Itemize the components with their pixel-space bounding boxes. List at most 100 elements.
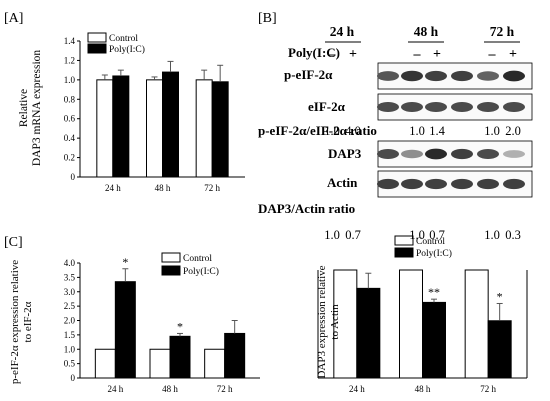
wb-sign-4: – [488,47,497,62]
wb-time-24h: 24 h [330,24,355,39]
c1-bar-s1-1 [169,335,191,379]
wb-time-48h: 48 h [414,24,439,39]
c0-y-axis-label: RelativeDAP3 mRNA expression [18,50,43,167]
c0-legend-swatch-1 [87,43,107,54]
c1-ytick-label-2: 1.0 [64,344,76,354]
chart-c1: * * 0 0.5 1.0 1.5 2.0 2.5 3.0 3.5 4.0 24 h 48 h 72 h p… [9,252,260,394]
wb-ratio2-value-0: 1.0 [324,228,340,242]
wb-bands-actin [377,178,525,190]
c2-legend-label-1: Poly(I:C) [416,248,452,259]
c1-ytick-label-1: 0.5 [64,359,76,369]
wb-band-row2-lane0 [377,149,399,159]
c2-xtick-label-2: 72 h [480,384,496,394]
wb-row-label-p-eif2a: p-eIF-2α [284,67,333,82]
wb-ratio2-value-4: 1.0 [484,228,500,242]
c0-ytick-label-2: 0.4 [64,133,76,143]
wb-sign-3: + [433,47,441,62]
wb-row-label-eif2a: eIF-2α [308,99,346,114]
c0-ytick-label-5: 1.0 [64,75,76,85]
c2-bar-s1-2 [487,320,512,379]
wb-band-row1-lane0 [377,102,399,112]
wb-band-row2-lane1 [401,149,423,159]
wb-band-row2-lane3 [451,148,473,160]
wb-ratio2-value-5: 0.3 [505,228,521,242]
panel-label-a: [A] [4,11,23,26]
wb-band-row3-lane3 [451,178,473,190]
wb-treatment-label: Poly(I:C) [288,45,340,60]
c0-ytick-label-3: 0.6 [64,114,76,124]
wb-ratio2-value-1: 0.7 [345,228,361,242]
c0-bar-s1-2 [211,81,229,178]
c0-ytick-label-1: 0.2 [64,153,75,163]
c1-ytick-label-5: 2.5 [64,301,76,311]
c1-significance-1: * [177,319,183,333]
c1-ytick-label-4: 2.0 [64,316,76,326]
wb-row-label-dap3: DAP3 [328,146,362,161]
c2-xtick-label-1: 48 h [415,384,431,394]
c2-xtick-label-0: 24 h [349,384,365,394]
wb-band-row0-lane2 [425,70,447,82]
c1-legend-swatch-1 [161,265,181,276]
wb-band-row2-lane2 [425,148,447,160]
wb-band-row3-lane0 [377,178,399,190]
c1-bar-s1-0 [114,281,136,379]
c2-significance-2: * [497,289,503,303]
c2-y-axis-label: DAP3 expression relativeto Actin [316,265,341,378]
c0-bar-s1-0 [112,75,130,178]
chart-a: 0 0.2 0.4 0.6 0.8 1.0 1.2 1.4 24 h 48 h 72 h Relati… [18,32,245,193]
wb-band-row2-lane4 [477,149,499,159]
c0-ytick-label-6: 1.2 [64,55,75,65]
c1-bar-s0-0 [94,348,116,379]
c1-ytick-label-3: 1.5 [64,330,76,340]
c2-bar-s0-2 [464,269,489,379]
wb-ratio1-values: 1.0 4.0 1.0 1.4 1.0 2.0 [324,124,521,138]
wb-ratio1-value-4: 1.0 [484,124,500,138]
c0-bar-s0-1 [146,79,163,178]
c0-bar-s0-0 [96,79,114,178]
wb-band-row1-lane3 [451,102,473,112]
wb-band-row0-lane0 [377,71,399,81]
c1-legend-swatch-0 [161,252,181,263]
wb-band-row1-lane2 [425,102,447,112]
wb-ratio1-label: p-eIF-2α/eIF-2α ratio [258,123,377,138]
c1-xtick-label-2: 72 h [217,384,233,394]
wb-band-row3-lane5 [503,178,525,190]
wb-ratio1-value-3: 1.4 [429,124,445,138]
wb-sign-2: – [413,47,422,62]
c0-legend-label-1: Poly(I:C) [109,44,145,55]
wb-bands-dap3 [377,148,525,160]
wb-band-row2-lane5 [503,150,525,158]
c0-bar-s1-1 [162,71,179,178]
wb-band-row3-lane4 [477,178,499,190]
c0-xtick-label-1: 48 h [155,183,171,193]
c0-xtick-label-2: 72 h [204,183,220,193]
c0-bar-s0-2 [195,79,213,178]
c2-bar-s0-1 [399,269,423,379]
wb-band-row3-lane2 [425,178,447,190]
c1-legend-label-1: Poly(I:C) [183,266,219,277]
wb-ratio1-value-2: 1.0 [409,124,425,138]
wb-row-label-actin: Actin [327,175,358,190]
c0-ytick-label-7: 1.4 [64,36,76,46]
c0-ytick-label-0: 0 [71,172,76,182]
wb-time-72h: 72 h [490,24,515,39]
wb-signs: – + – + – + [328,47,518,62]
wb-band-row1-lane5 [503,102,525,112]
wb-band-row1-lane4 [477,102,499,112]
c1-ytick-label-7: 3.5 [64,272,76,282]
c1-ytick-label-6: 3.0 [64,287,76,297]
wb-band-row0-lane1 [401,70,423,82]
wb-band-row3-lane1 [401,178,423,190]
c0-ytick-label-4: 0.8 [64,94,76,104]
wb-ratio2-value-2: 1.0 [409,228,425,242]
wb-sign-5: + [509,47,517,62]
wb-band-row1-lane1 [401,102,423,112]
c0-legend-label-0: Control [109,34,138,44]
wb-ratio1-value-1: 4.0 [345,124,361,138]
panel-label-c: [C] [4,235,23,250]
c1-ytick-label-8: 4.0 [64,258,76,268]
c1-ytick-label-0: 0 [71,373,76,383]
c1-y-axis-label: p-eIF-2α expression relativeto eIF-2α [9,260,34,384]
